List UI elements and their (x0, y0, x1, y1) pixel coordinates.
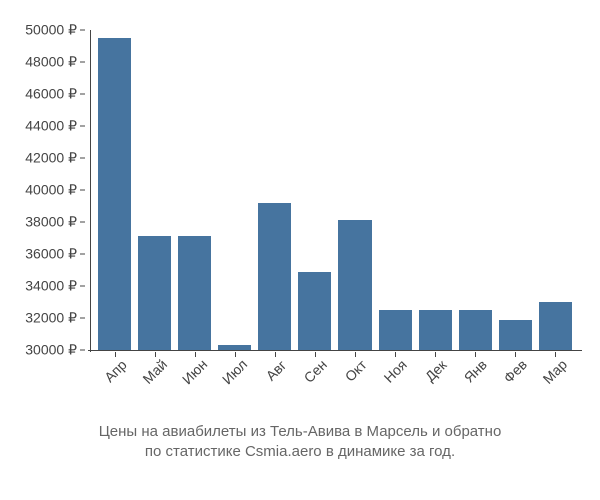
x-label-wrap: Фев (499, 352, 532, 412)
x-tick-mark (195, 352, 196, 357)
chart-caption: Цены на авиабилеты из Тель-Авива в Марсе… (0, 422, 600, 463)
y-tick-label: 30000 ₽ (25, 342, 77, 359)
y-tick-mark (80, 350, 85, 351)
x-tick-mark (555, 352, 556, 357)
caption-line-2: по статистике Csmia.aero в динамике за г… (145, 443, 455, 460)
y-tick-label: 48000 ₽ (25, 54, 77, 71)
y-axis: 30000 ₽32000 ₽34000 ₽36000 ₽38000 ₽40000… (0, 30, 85, 350)
y-tick-mark (80, 222, 85, 223)
y-tick-mark (80, 254, 85, 255)
bars-group (90, 30, 580, 350)
x-tick-mark (235, 352, 236, 357)
y-tick-label: 32000 ₽ (25, 310, 77, 327)
x-label-wrap: Авг (258, 352, 291, 412)
x-tick-mark (115, 352, 116, 357)
x-tick-label: Авг (262, 357, 289, 384)
bar (138, 236, 171, 350)
x-tick-mark (155, 352, 156, 357)
x-tick-label: Июл (219, 356, 250, 387)
x-label-wrap: Мар (539, 352, 572, 412)
x-tick-label: Июн (179, 356, 210, 387)
x-label-wrap: Ноя (379, 352, 412, 412)
bar (539, 302, 572, 350)
bar (98, 38, 131, 350)
x-label-wrap: Июн (178, 352, 211, 412)
y-tick-label: 38000 ₽ (25, 214, 77, 231)
y-tick-label: 44000 ₽ (25, 118, 77, 135)
y-tick-mark (80, 190, 85, 191)
y-tick-label: 34000 ₽ (25, 278, 77, 295)
y-tick-label: 42000 ₽ (25, 150, 77, 167)
x-tick-mark (435, 352, 436, 357)
y-tick-label: 50000 ₽ (25, 22, 77, 39)
x-tick-label: Окт (342, 357, 370, 385)
bar (419, 310, 452, 350)
plot-area (90, 30, 580, 350)
x-label-wrap: Май (138, 352, 171, 412)
y-tick-label: 40000 ₽ (25, 182, 77, 199)
x-tick-mark (315, 352, 316, 357)
x-tick-label: Сен (300, 356, 329, 385)
y-tick-mark (80, 158, 85, 159)
bar (258, 203, 291, 350)
x-tick-mark (515, 352, 516, 357)
x-tick-label: Мар (540, 356, 571, 387)
x-axis-line (88, 350, 582, 351)
x-axis: Апр Май Июн Июл Авг Сен Окт Ноя Дек Янв Фев Мар (90, 352, 580, 412)
x-tick-label: Янв (461, 356, 490, 385)
x-tick-mark (395, 352, 396, 357)
x-tick-label: Май (139, 356, 170, 387)
bar (178, 236, 211, 350)
x-tick-label: Апр (101, 357, 130, 386)
y-tick-mark (80, 286, 85, 287)
y-tick-mark (80, 126, 85, 127)
bar (338, 220, 371, 350)
y-tick-label: 46000 ₽ (25, 86, 77, 103)
x-tick-mark (475, 352, 476, 357)
y-tick-mark (80, 30, 85, 31)
x-label-wrap: Янв (459, 352, 492, 412)
y-tick-mark (80, 94, 85, 95)
x-tick-mark (355, 352, 356, 357)
y-tick-mark (80, 62, 85, 63)
y-tick-mark (80, 318, 85, 319)
x-tick-label: Дек (422, 357, 450, 385)
bar (379, 310, 412, 350)
x-tick-mark (275, 352, 276, 357)
x-tick-label: Фев (501, 356, 531, 386)
bar (298, 272, 331, 350)
x-label-wrap: Сен (298, 352, 331, 412)
caption-line-1: Цены на авиабилеты из Тель-Авива в Марсе… (99, 423, 502, 440)
x-tick-label: Ноя (381, 356, 410, 385)
bar (459, 310, 492, 350)
bar (499, 320, 532, 350)
x-label-wrap: Окт (338, 352, 371, 412)
x-label-wrap: Июл (218, 352, 251, 412)
x-label-wrap: Дек (419, 352, 452, 412)
y-tick-label: 36000 ₽ (25, 246, 77, 263)
x-label-wrap: Апр (98, 352, 131, 412)
price-chart: 30000 ₽ 32000 ₽ 34000 ₽ 36000 ₽ 38000 ₽ 40000… (0, 20, 600, 400)
bar (218, 345, 251, 350)
